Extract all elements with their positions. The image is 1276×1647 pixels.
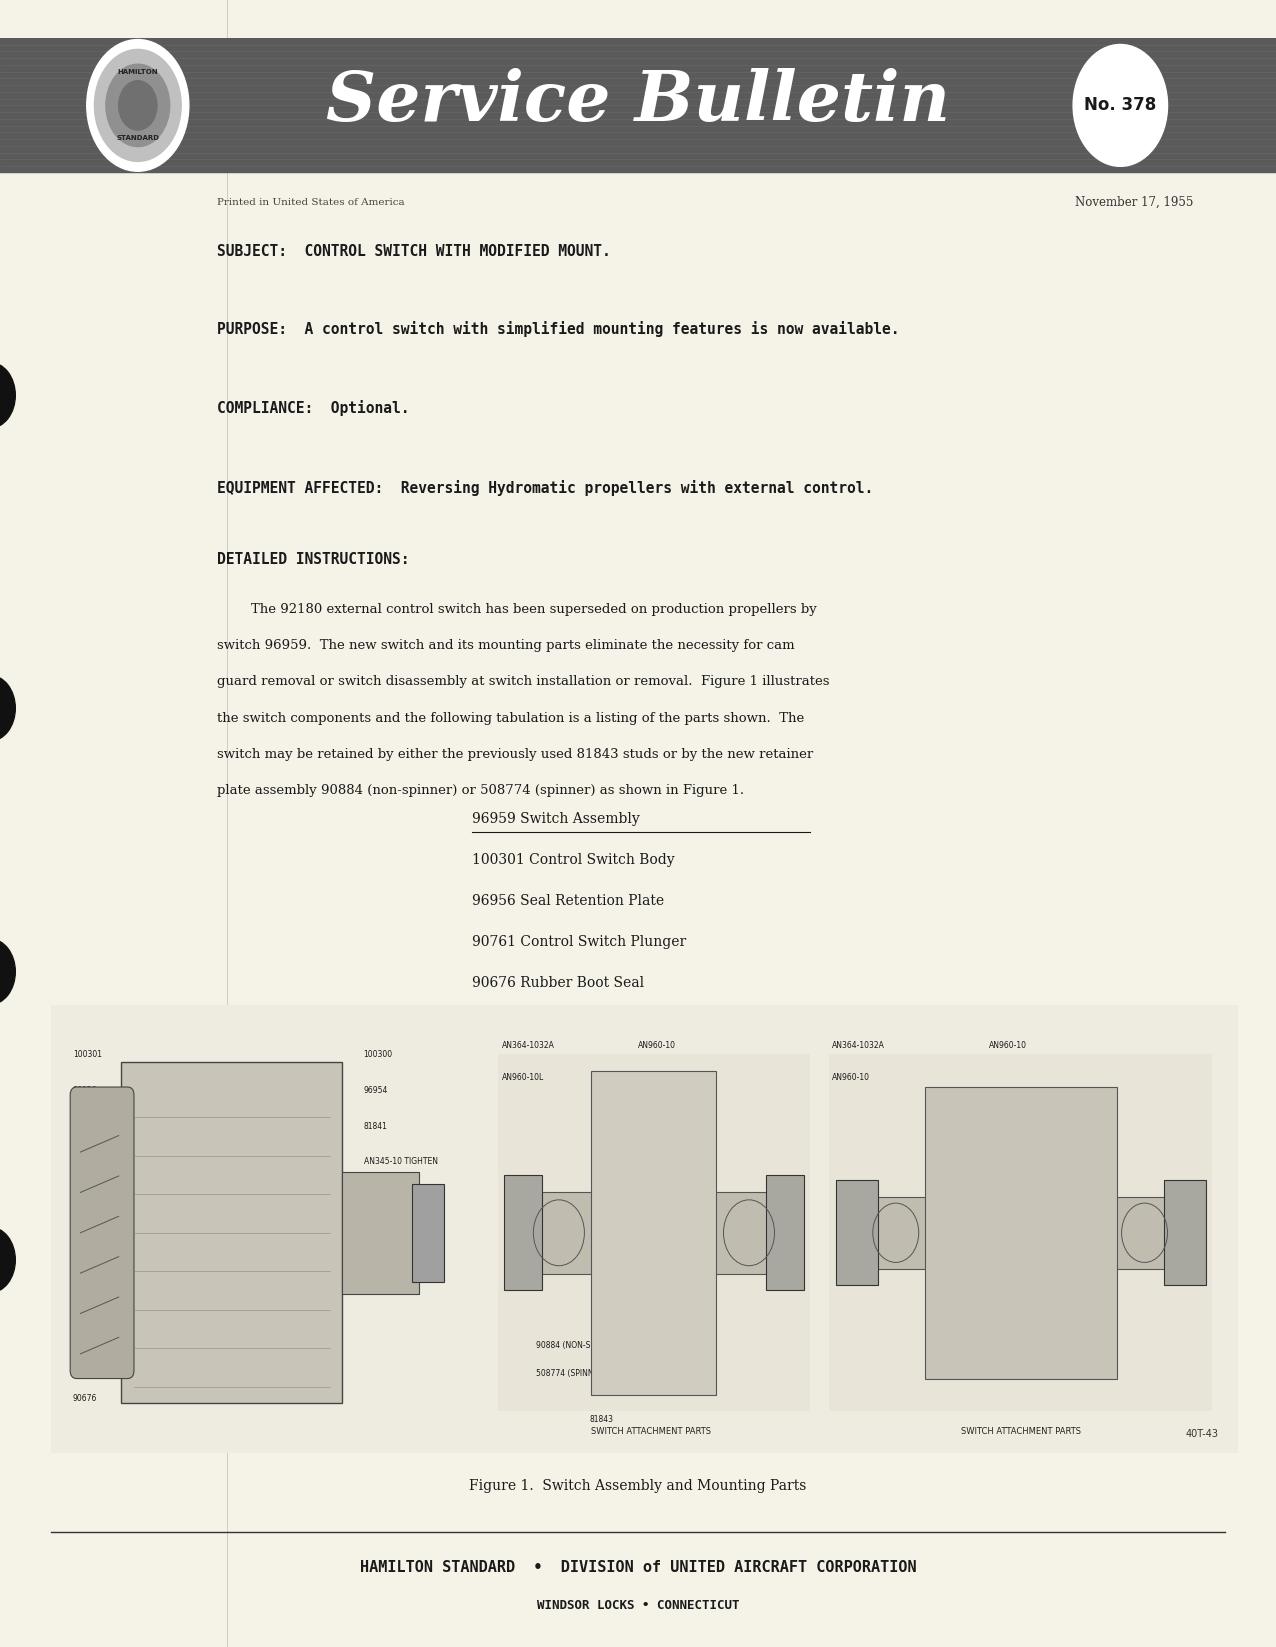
- Text: EQUIPMENT AFFECTED:  Reversing Hydromatic propellers with external control.: EQUIPMENT AFFECTED: Reversing Hydromatic…: [217, 479, 873, 496]
- Text: 81843: 81843: [590, 1415, 614, 1425]
- Text: AN320-3: AN320-3: [638, 1072, 671, 1082]
- Text: the switch components and the following tabulation is a listing of the parts sho: the switch components and the following …: [217, 712, 804, 725]
- Text: AN364-1032A: AN364-1032A: [501, 1041, 554, 1051]
- Text: AN960-10L: AN960-10L: [501, 1072, 544, 1082]
- Circle shape: [0, 939, 15, 1005]
- Text: November 17, 1955: November 17, 1955: [1074, 196, 1193, 209]
- Text: 96956: 96956: [73, 1085, 97, 1095]
- Text: AN364-1032A: AN364-1032A: [832, 1041, 884, 1051]
- Text: PURPOSE:  A control switch with simplified mounting features is now available.: PURPOSE: A control switch with simplifie…: [217, 321, 900, 338]
- Text: 81841: 81841: [364, 1122, 388, 1131]
- Bar: [592, 1071, 717, 1395]
- Text: AN960-10L: AN960-10L: [204, 1239, 246, 1248]
- Text: COMPLIANCE:  Optional.: COMPLIANCE: Optional.: [217, 400, 410, 417]
- Text: 40T-43: 40T-43: [1185, 1430, 1219, 1439]
- Circle shape: [106, 64, 170, 147]
- Text: 100300 "O" Ring Seal: 100300 "O" Ring Seal: [472, 1059, 625, 1072]
- Circle shape: [87, 40, 189, 171]
- Bar: [510, 1192, 798, 1275]
- Circle shape: [94, 49, 181, 161]
- Bar: [498, 1054, 810, 1411]
- Circle shape: [119, 81, 157, 130]
- Text: AN345-10 TIGHTEN: AN345-10 TIGHTEN: [364, 1156, 438, 1166]
- Bar: [766, 1176, 804, 1291]
- Text: SWITCH ATTACHMENT PARTS: SWITCH ATTACHMENT PARTS: [591, 1428, 711, 1436]
- Text: AN960-10: AN960-10: [989, 1041, 1027, 1051]
- Text: 96956 Seal Retention Plate: 96956 Seal Retention Plate: [472, 894, 665, 907]
- Bar: [829, 1054, 1212, 1411]
- Text: AN364-1032A: AN364-1032A: [204, 1209, 256, 1219]
- Bar: [412, 1184, 444, 1281]
- Text: switch may be retained by either the previously used 81843 studs or by the new r: switch may be retained by either the pre…: [217, 748, 813, 761]
- Circle shape: [0, 675, 15, 741]
- Bar: [925, 1087, 1116, 1379]
- Text: 90676: 90676: [73, 1393, 97, 1403]
- Text: 100301: 100301: [73, 1049, 102, 1059]
- Text: 96954 Cover Assembly: 96954 Cover Assembly: [472, 1100, 634, 1113]
- Text: SUBJECT:  CONTROL SWITCH WITH MODIFIED MOUNT.: SUBJECT: CONTROL SWITCH WITH MODIFIED MO…: [217, 244, 611, 260]
- Text: AN960-10: AN960-10: [832, 1072, 870, 1082]
- Text: 90761 Control Switch Plunger: 90761 Control Switch Plunger: [472, 935, 686, 949]
- FancyBboxPatch shape: [70, 1087, 134, 1379]
- Text: SWITCH ATTACHMENT PARTS: SWITCH ATTACHMENT PARTS: [961, 1428, 1081, 1436]
- Text: STANDARD: STANDARD: [116, 135, 160, 142]
- Bar: [836, 1179, 878, 1285]
- Text: 73946: 73946: [73, 1357, 97, 1367]
- Bar: [121, 1062, 342, 1403]
- Text: switch 96959.  The new switch and its mounting parts eliminate the necessity for: switch 96959. The new switch and its mou…: [217, 639, 795, 652]
- Text: 73946 Spring: 73946 Spring: [472, 1018, 568, 1031]
- Text: 90884 (NON-SPINNER): 90884 (NON-SPINNER): [536, 1341, 621, 1351]
- Text: 90761: 90761: [73, 1158, 97, 1168]
- Text: 90676 Rubber Boot Seal: 90676 Rubber Boot Seal: [472, 977, 644, 990]
- Text: The 92180 external control switch has been superseded on production propellers b: The 92180 external control switch has be…: [217, 603, 817, 616]
- Text: 96954: 96954: [364, 1085, 388, 1095]
- Circle shape: [0, 1227, 15, 1293]
- Bar: [842, 1196, 1199, 1268]
- Bar: [504, 1176, 542, 1291]
- Text: AN505C6-10: AN505C6-10: [204, 1270, 253, 1280]
- Circle shape: [1073, 44, 1168, 166]
- Text: WINDSOR LOCKS • CONNECTICUT: WINDSOR LOCKS • CONNECTICUT: [537, 1599, 739, 1612]
- Text: 100300: 100300: [364, 1049, 393, 1059]
- Text: 100301 Control Switch Body: 100301 Control Switch Body: [472, 853, 675, 866]
- Text: IN. TORQUE: IN. TORQUE: [364, 1212, 408, 1222]
- Text: plate assembly 90884 (non-spinner) or 508774 (spinner) as shown in Figure 1.: plate assembly 90884 (non-spinner) or 50…: [217, 784, 744, 797]
- Text: HAMILTON STANDARD  •  DIVISION of UNITED AIRCRAFT CORPORATION: HAMILTON STANDARD • DIVISION of UNITED A…: [360, 1560, 916, 1576]
- Text: Service Bulletin: Service Bulletin: [325, 69, 951, 135]
- Text: 90758: 90758: [73, 1324, 97, 1334]
- Bar: [342, 1171, 419, 1295]
- Text: No. 378: No. 378: [1085, 97, 1156, 114]
- Text: AN960-10: AN960-10: [638, 1041, 676, 1051]
- Text: guard removal or switch disassembly at switch installation or removal.  Figure 1: guard removal or switch disassembly at s…: [217, 675, 829, 688]
- Bar: [1164, 1179, 1206, 1285]
- Bar: [0, 38, 1276, 173]
- Text: 81842: 81842: [73, 1122, 97, 1131]
- Text: 508774 (SPINNER): 508774 (SPINNER): [536, 1369, 606, 1379]
- Bar: [51, 1005, 1238, 1453]
- Text: DETAILED INSTRUCTIONS:: DETAILED INSTRUCTIONS:: [217, 552, 410, 568]
- Text: Figure 1.  Switch Assembly and Mounting Parts: Figure 1. Switch Assembly and Mounting P…: [470, 1479, 806, 1492]
- Circle shape: [0, 362, 15, 428]
- Text: Printed in United States of America: Printed in United States of America: [217, 198, 404, 208]
- Text: NUT TO 30-40 LB.: NUT TO 30-40 LB.: [364, 1184, 431, 1194]
- Text: HAMILTON: HAMILTON: [117, 69, 158, 76]
- Text: 96959 Switch Assembly: 96959 Switch Assembly: [472, 812, 639, 825]
- Text: AN380-2-2: AN380-2-2: [638, 1103, 679, 1113]
